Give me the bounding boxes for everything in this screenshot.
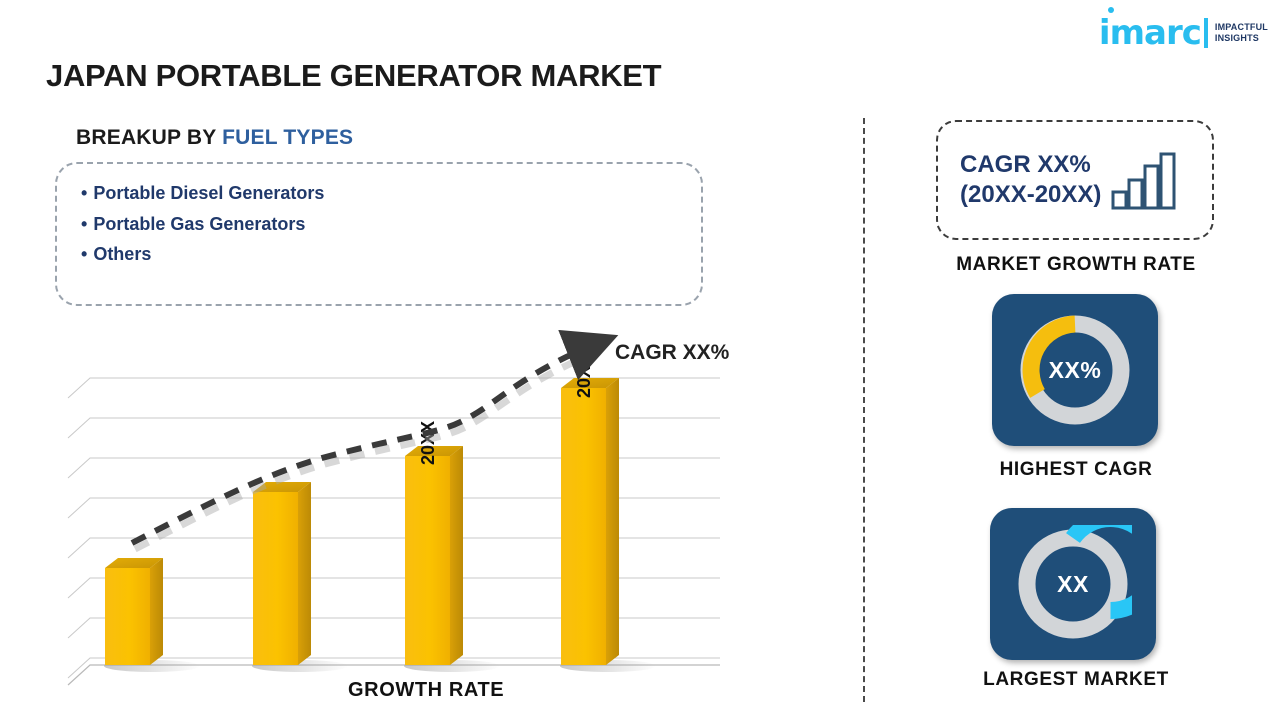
vertical-divider — [863, 118, 865, 702]
chart-svg: 20XX 20XX — [67, 330, 720, 686]
list-item-label: Portable Diesel Generators — [93, 183, 325, 203]
highest-cagr-value: XX% — [1048, 356, 1102, 383]
largest-market-value: XX — [1057, 570, 1089, 597]
largest-market-donut — [1018, 525, 1132, 639]
market-growth-rate-card: CAGR XX% (20XX-20XX) — [936, 120, 1214, 240]
cagr-card-line2: (20XX-20XX) — [960, 181, 1102, 208]
list-item-label: Portable Gas Generators — [93, 213, 306, 234]
list-item-label: Others — [93, 244, 152, 265]
subtitle-accent: FUEL TYPES — [222, 126, 354, 149]
logo-wordmark: imarc — [1098, 7, 1202, 53]
bullet-icon: • — [81, 183, 88, 203]
chart-gridlines — [67, 377, 720, 679]
market-growth-rate-caption: MARKET GROWTH RATE — [956, 254, 1196, 275]
imarc-logo: imarc IMPACTFUL INSIGHTS — [1098, 7, 1268, 54]
bar-2 — [253, 482, 311, 665]
page-title: JAPAN PORTABLE GENERATOR MARKET — [46, 58, 662, 93]
bullet-icon: • — [81, 213, 88, 234]
growth-rate-bar-chart: 20XX 20XX — [60, 330, 740, 720]
bullet-icon: • — [81, 244, 88, 265]
highest-cagr-donut — [1020, 315, 1130, 425]
logo-word-text: imarc — [1098, 13, 1202, 53]
logo-tagline-line2: INSIGHTS — [1214, 33, 1259, 43]
list-item: • Portable Gas Generators — [81, 209, 701, 240]
bar-1 — [105, 558, 163, 665]
list-item: • Portable Diesel Generators — [81, 178, 701, 209]
cagr-card-line1: CAGR XX% — [960, 151, 1091, 178]
bar-label-4: 20XX — [574, 354, 594, 398]
highest-cagr-caption: HIGHEST CAGR — [999, 459, 1153, 480]
bar-chart-icon — [1111, 152, 1177, 215]
cagr-card-text: CAGR XX% (20XX-20XX) — [960, 150, 1101, 210]
subtitle-prefix: BREAKUP BY — [76, 126, 223, 149]
bar-3: 20XX — [405, 421, 463, 665]
largest-market-caption: LARGEST MARKET — [983, 669, 1169, 690]
list-item: • Others — [81, 239, 701, 270]
logo-tagline: IMPACTFUL INSIGHTS — [1215, 22, 1268, 45]
logo-divider-bar — [1203, 18, 1208, 48]
logo-dot-icon — [1107, 7, 1114, 13]
highest-cagr-card: XX% — [992, 294, 1158, 446]
chart-cagr-annotation: CAGR XX% — [615, 341, 730, 364]
bar-4: 20XX — [561, 354, 619, 665]
chart-xaxis-label: GROWTH RATE — [348, 679, 505, 701]
chart-baseline — [67, 664, 720, 686]
largest-market-card: XX — [990, 508, 1156, 660]
fuel-types-box: • Portable Diesel Generators • Portable Ga… — [55, 162, 703, 306]
chart-trendline — [130, 330, 619, 553]
logo-tagline-line1: IMPACTFUL — [1214, 21, 1268, 32]
section-subtitle: BREAKUP BY FUEL TYPES — [76, 126, 353, 150]
